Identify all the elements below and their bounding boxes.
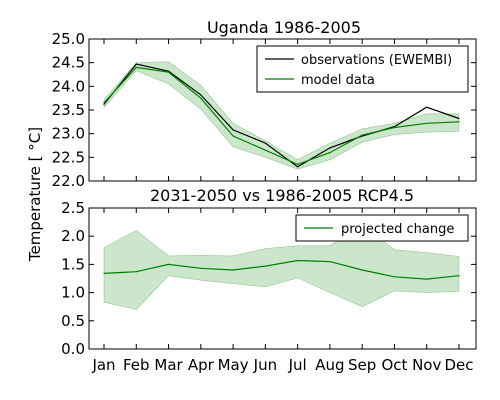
- x-axis-month-labels: Jan Feb Mar Apr May Jun Jul Aug Sep Oct Nov Dec: [91, 356, 473, 374]
- series-line-0: [103, 259, 460, 280]
- x-tick-label-sep: Sep: [348, 356, 376, 374]
- data-point: [264, 149, 266, 151]
- chart-title-top: Uganda 1986-2005: [207, 18, 361, 37]
- x-tick-label-apr: Apr: [188, 356, 215, 374]
- data-point: [426, 106, 428, 108]
- data-point: [200, 267, 202, 269]
- data-point: [458, 117, 460, 120]
- uncertainty-band-0: [103, 224, 460, 310]
- x-tick-label-aug: Aug: [315, 356, 344, 374]
- bottom-legend: projected change: [295, 214, 469, 242]
- data-point: [264, 265, 266, 267]
- data-point: [200, 97, 202, 99]
- y-tick-label: 2.0: [61, 227, 85, 245]
- y-tick-label: 24.0: [52, 77, 85, 95]
- data-point: [103, 103, 105, 105]
- data-point: [361, 269, 363, 271]
- top-axis-ticks: 22.0 22.5 23.0 23.5 24.0 24.5 25.0: [52, 30, 476, 190]
- x-tick-label-feb: Feb: [123, 356, 150, 374]
- x-tick-label-mar: Mar: [154, 356, 183, 374]
- bottom-plot-frame: [88, 207, 477, 350]
- bottom-axis-ticks: 0.0 0.5 1.0 1.5 2.0 2.5: [61, 199, 476, 358]
- y-tick-label: 22.5: [52, 148, 85, 166]
- x-tick-label-oct: Oct: [381, 356, 407, 374]
- y-axis-label: Temperature [ °C]: [26, 127, 44, 262]
- data-point: [329, 261, 331, 263]
- y-tick-label: 0.0: [61, 340, 85, 358]
- y-tick-label: 1.5: [61, 255, 85, 273]
- series-line-0: [103, 63, 460, 168]
- y-tick-label: 1.0: [61, 284, 85, 302]
- data-point: [103, 102, 105, 104]
- top-series-layer: [103, 63, 460, 168]
- data-point: [264, 142, 266, 144]
- y-tick-label: 25.0: [52, 30, 85, 48]
- data-point: [458, 275, 460, 277]
- data-point: [167, 71, 170, 73]
- bottom-series-layer: [103, 259, 460, 280]
- data-point: [200, 94, 202, 96]
- data-point: [232, 135, 234, 137]
- top-plot-frame: [88, 38, 477, 182]
- data-point: [103, 272, 105, 274]
- data-point: [297, 163, 299, 165]
- data-point: [232, 269, 234, 271]
- y-tick-label: 2.5: [61, 199, 85, 217]
- data-point: [297, 166, 299, 168]
- top-legend: observations (EWEMBI) model data: [256, 45, 469, 93]
- data-point: [135, 66, 137, 68]
- data-point: [426, 122, 428, 124]
- y-tick-label: 0.5: [61, 312, 85, 330]
- data-point: [329, 147, 331, 149]
- data-point: [393, 276, 396, 278]
- y-tick-label: 22.0: [52, 172, 85, 190]
- data-point: [393, 126, 396, 129]
- x-tick-label-may: May: [218, 356, 249, 374]
- x-tick-label-nov: Nov: [412, 356, 441, 374]
- x-tick-label-jan: Jan: [91, 356, 115, 374]
- data-point: [135, 271, 137, 273]
- panel-bottom: 2031-2050 vs 1986-2005 RCP4.5 0.0 0.5 1.0 1…: [61, 186, 477, 374]
- legend-label-model-data: model data: [301, 73, 375, 88]
- chart-title-bottom: 2031-2050 vs 1986-2005 RCP4.5: [150, 186, 414, 205]
- y-tick-label: 24.5: [52, 54, 85, 72]
- x-tick-label-jul: Jul: [288, 356, 307, 374]
- bottom-uncertainty-band-layer: [103, 224, 460, 310]
- y-tick-label: 23.5: [52, 101, 85, 119]
- data-point: [426, 278, 428, 280]
- x-tick-label-jun: Jun: [253, 356, 277, 374]
- data-point: [232, 129, 234, 131]
- y-tick-label: 23.0: [52, 125, 85, 143]
- legend-label-observations: observations (EWEMBI): [301, 53, 452, 68]
- x-tick-label-dec: Dec: [444, 356, 473, 374]
- legend-label-projected-change: projected change: [341, 222, 454, 237]
- panel-top: Uganda 1986-2005 22.0 22.5 23.0 23.5 24.0 24.…: [52, 18, 477, 190]
- data-point: [361, 134, 363, 136]
- data-point: [329, 152, 331, 154]
- data-point: [167, 263, 170, 265]
- top-legend-box: [256, 45, 469, 93]
- data-point: [458, 121, 460, 123]
- series-line-1: [103, 66, 460, 166]
- data-point: [135, 63, 137, 65]
- data-point: [297, 259, 299, 262]
